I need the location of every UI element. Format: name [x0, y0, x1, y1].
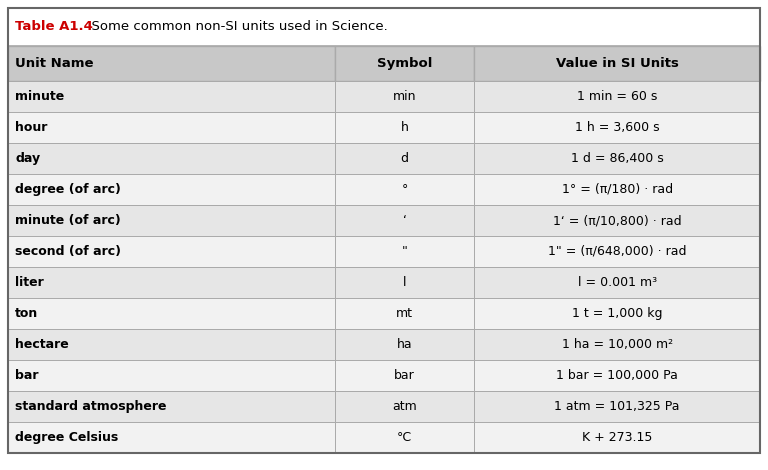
Text: 1 bar = 100,000 Pa: 1 bar = 100,000 Pa: [556, 369, 678, 382]
Bar: [335, 46, 474, 81]
Bar: [335, 143, 474, 174]
Text: ": ": [402, 245, 408, 258]
Bar: [474, 205, 760, 236]
Bar: [8, 422, 335, 453]
Bar: [474, 329, 760, 360]
Text: °: °: [402, 183, 408, 196]
Text: bar: bar: [15, 369, 38, 382]
Bar: [474, 174, 760, 205]
Bar: [8, 329, 335, 360]
Bar: [8, 267, 335, 298]
Text: d: d: [401, 152, 409, 165]
Bar: [335, 205, 474, 236]
Text: 1 ha = 10,000 m²: 1 ha = 10,000 m²: [561, 338, 673, 351]
Bar: [8, 46, 335, 81]
Text: l = 0.001 m³: l = 0.001 m³: [578, 276, 657, 289]
Text: minute: minute: [15, 90, 65, 103]
Text: day: day: [15, 152, 40, 165]
Text: Value in SI Units: Value in SI Units: [556, 57, 679, 70]
Text: atm: atm: [392, 400, 417, 413]
Text: mt: mt: [396, 307, 413, 320]
Text: Unit Name: Unit Name: [15, 57, 94, 70]
Bar: [335, 329, 474, 360]
Text: Some common non-SI units used in Science.: Some common non-SI units used in Science…: [83, 21, 388, 33]
Text: 1 h = 3,600 s: 1 h = 3,600 s: [574, 121, 660, 134]
Bar: [335, 112, 474, 143]
Bar: [8, 360, 335, 391]
Text: 1" = (π/648,000) · rad: 1" = (π/648,000) · rad: [548, 245, 687, 258]
Text: degree Celsius: degree Celsius: [15, 431, 118, 444]
Bar: [474, 236, 760, 267]
Text: min: min: [393, 90, 416, 103]
Bar: [474, 298, 760, 329]
Text: ‘: ‘: [402, 214, 406, 227]
Text: bar: bar: [394, 369, 415, 382]
Text: hectare: hectare: [15, 338, 69, 351]
Bar: [474, 267, 760, 298]
Bar: [8, 174, 335, 205]
Text: 1 min = 60 s: 1 min = 60 s: [577, 90, 657, 103]
Bar: [8, 236, 335, 267]
Bar: [8, 298, 335, 329]
Text: minute (of arc): minute (of arc): [15, 214, 121, 227]
Bar: [335, 236, 474, 267]
Text: ton: ton: [15, 307, 38, 320]
Bar: [474, 391, 760, 422]
Bar: [8, 391, 335, 422]
Bar: [8, 205, 335, 236]
Text: standard atmosphere: standard atmosphere: [15, 400, 167, 413]
Text: liter: liter: [15, 276, 44, 289]
Bar: [474, 112, 760, 143]
Text: Symbol: Symbol: [377, 57, 432, 70]
Bar: [474, 143, 760, 174]
Bar: [335, 174, 474, 205]
Bar: [335, 81, 474, 112]
Text: l: l: [403, 276, 406, 289]
Text: Table A1.4: Table A1.4: [15, 21, 93, 33]
Text: 1 d = 86,400 s: 1 d = 86,400 s: [571, 152, 664, 165]
Text: h: h: [401, 121, 409, 134]
Bar: [8, 143, 335, 174]
Text: 1‘ = (π/10,800) · rad: 1‘ = (π/10,800) · rad: [553, 214, 681, 227]
Bar: [335, 267, 474, 298]
Bar: [8, 8, 760, 46]
Bar: [335, 298, 474, 329]
Bar: [474, 81, 760, 112]
Bar: [474, 360, 760, 391]
Bar: [335, 422, 474, 453]
Text: °C: °C: [397, 431, 412, 444]
Text: ha: ha: [397, 338, 412, 351]
Text: 1 atm = 101,325 Pa: 1 atm = 101,325 Pa: [554, 400, 680, 413]
Bar: [335, 391, 474, 422]
Text: K + 273.15: K + 273.15: [582, 431, 652, 444]
Bar: [335, 360, 474, 391]
Bar: [474, 422, 760, 453]
Bar: [474, 46, 760, 81]
Bar: [8, 112, 335, 143]
Text: 1 t = 1,000 kg: 1 t = 1,000 kg: [572, 307, 662, 320]
Text: second (of arc): second (of arc): [15, 245, 121, 258]
Text: hour: hour: [15, 121, 48, 134]
Text: 1° = (π/180) · rad: 1° = (π/180) · rad: [561, 183, 673, 196]
Bar: [8, 81, 335, 112]
Text: degree (of arc): degree (of arc): [15, 183, 121, 196]
